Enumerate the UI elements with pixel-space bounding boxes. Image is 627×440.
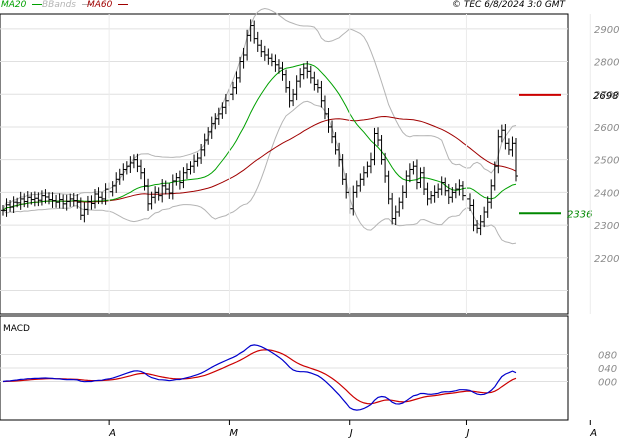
price-y-tick-label: 2900 (594, 25, 619, 36)
level-label: 2698 (593, 91, 618, 102)
legend-ma60: MA60 (87, 0, 129, 10)
legend-bbands-swatch (81, 4, 92, 5)
x-tick-label: M (229, 428, 238, 439)
x-tick-label: A (108, 428, 116, 439)
macd-path (2, 344, 517, 411)
macd-y-tick-label: 000 (598, 378, 617, 389)
legend-ma60-label: MA60 (87, 0, 113, 10)
legend: MA20 BBands MA60 © TEC 6/8/2024 3:0 GMT (0, 0, 627, 12)
x-tick-label: J (348, 428, 353, 439)
legend-ma20: MA20 (1, 0, 43, 10)
price-y-tick-label: 2500 (594, 156, 619, 167)
price-y-tick-label: 2300 (594, 221, 619, 232)
macd-line (2, 344, 517, 411)
bbands-lower (2, 100, 517, 245)
level-label: 2336 (567, 209, 592, 220)
legend-ma20-label: MA20 (1, 0, 27, 10)
x-tick-label: A (589, 428, 597, 439)
price-y-tick-label: 2200 (594, 254, 619, 265)
price-y-tick-label: 2800 (594, 58, 619, 69)
macd-signal-line (2, 349, 517, 405)
macd-signal-path (2, 349, 517, 405)
copyright-text: © TEC 6/8/2024 3:0 GMT (452, 0, 566, 10)
level-lines: 2698 2336 (519, 91, 618, 220)
bbands-upper (2, 7, 517, 211)
price-y-tick-label: 2700 (594, 90, 619, 101)
price-panel (0, 13, 569, 315)
legend-ma60-swatch (118, 4, 129, 5)
ohlc-bar (514, 138, 518, 182)
price-y-tick-label: 2600 (594, 123, 619, 134)
price-y-tick-label: 2400 (594, 188, 619, 199)
ohlc-bars (1, 19, 518, 236)
macd-label: MACD (3, 324, 30, 334)
legend-ma20-swatch (32, 4, 43, 5)
price-y-axis: 2200 2300 2400 2500 2600 2700 2800 2900 (594, 25, 619, 265)
bbands-lower-path (2, 100, 517, 245)
macd-y-axis: 080 040 000 (598, 351, 617, 389)
macd-y-tick-label: 040 (598, 364, 617, 375)
legend-bbands: BBands (42, 0, 92, 10)
x-tick-label: J (464, 428, 469, 439)
macd-y-tick-label: 080 (598, 351, 617, 362)
bbands-upper-path (2, 7, 517, 211)
legend-bbands-label: BBands (42, 0, 76, 10)
